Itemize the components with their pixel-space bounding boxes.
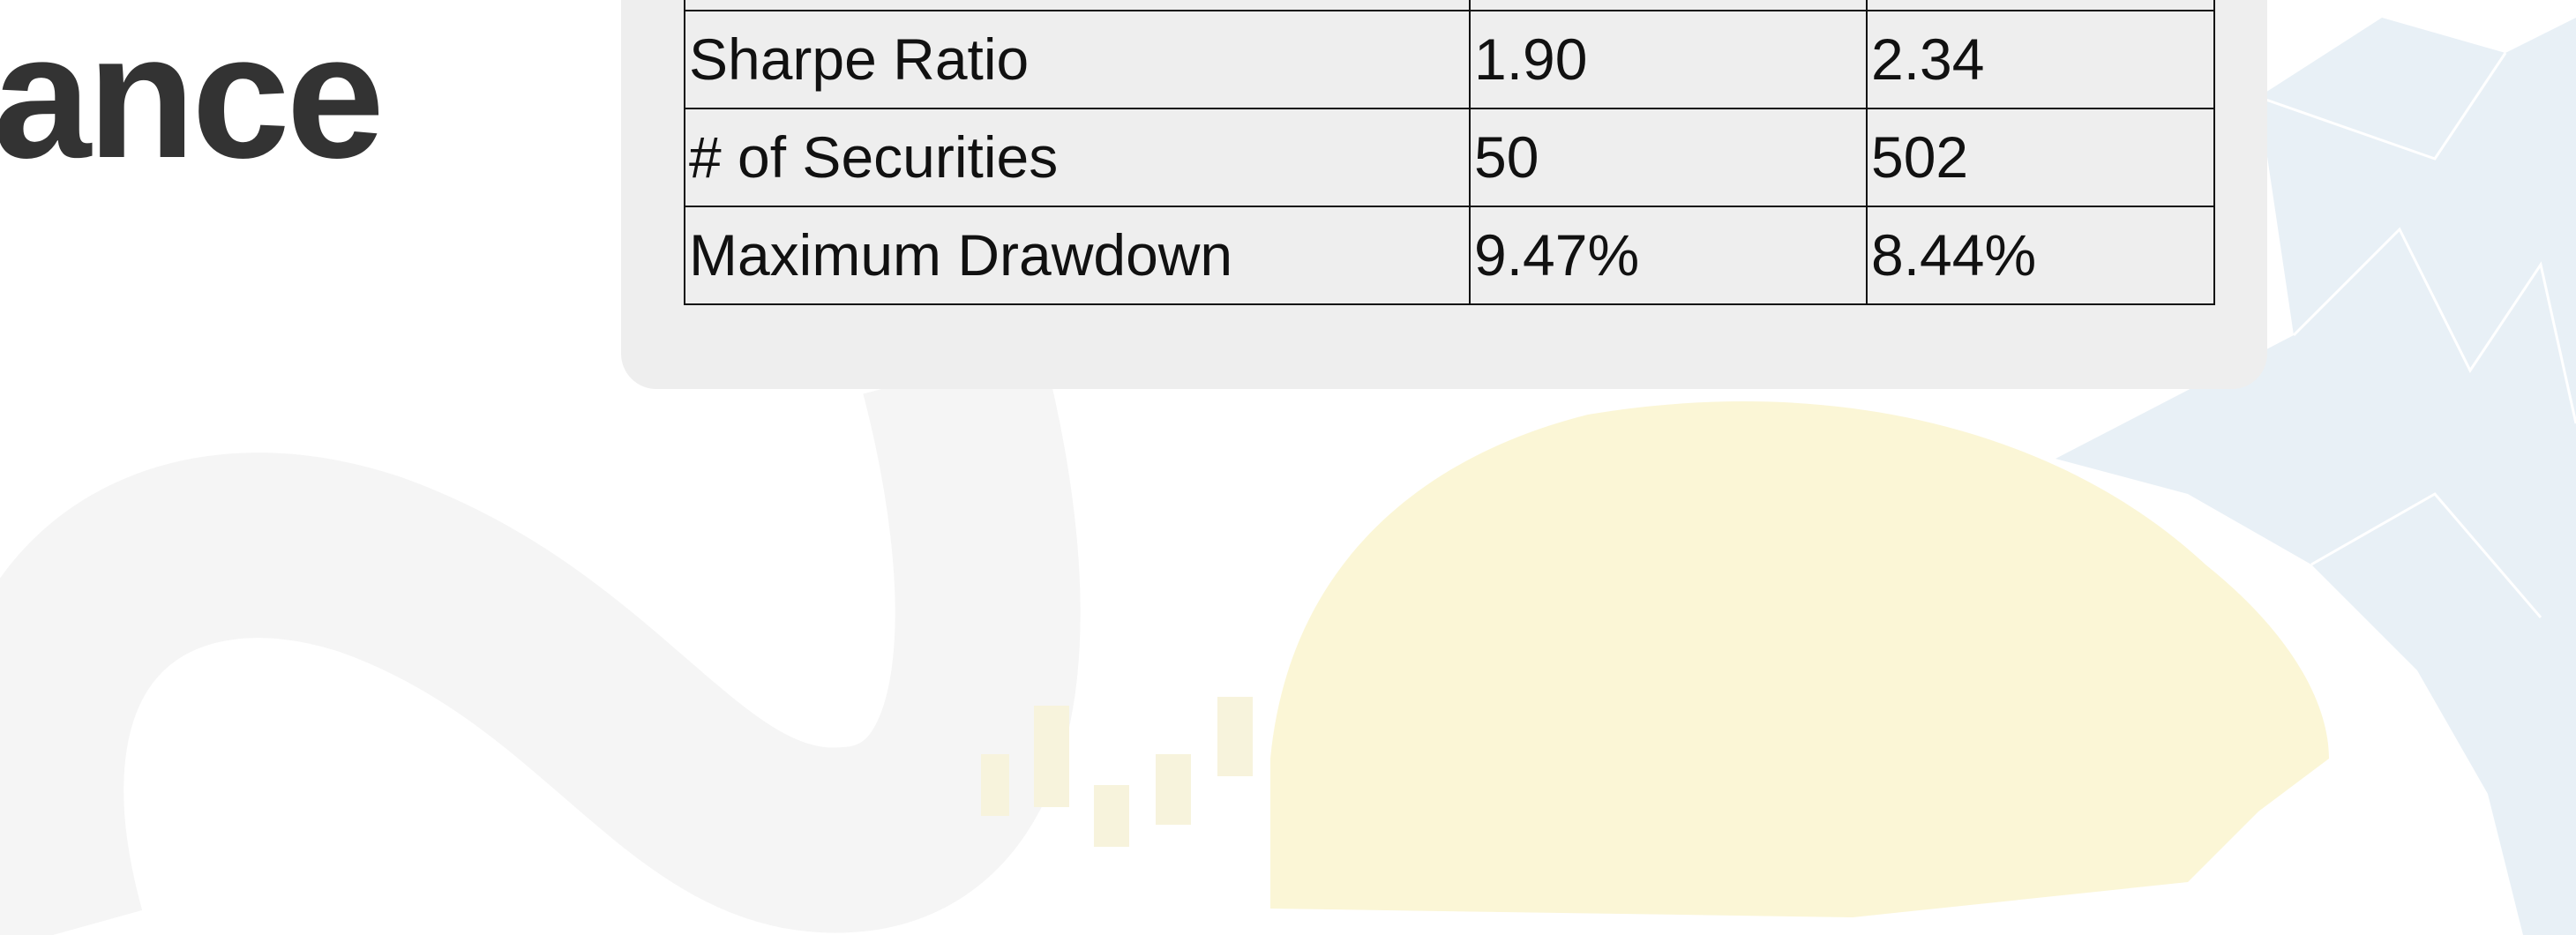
slide: {"title_fragment": "ance", "table": {"ro… — [0, 0, 2576, 935]
metric-value: 1.90 — [1470, 11, 1867, 108]
metric-value: 2.34 — [1867, 11, 2214, 108]
cell — [1470, 0, 1867, 11]
metric-value: 502 — [1867, 108, 2214, 206]
metric-value: 9.47% — [1470, 206, 1867, 304]
metric-name: Sharpe Ratio — [685, 11, 1470, 108]
title: ance — [0, 9, 381, 185]
metric-name: # of Securities — [685, 108, 1470, 206]
metric-value: 8.44% — [1867, 206, 2214, 304]
cell — [685, 0, 1470, 11]
metric-name: Maximum Drawdown — [685, 206, 1470, 304]
header-row — [685, 0, 2214, 11]
cell — [1867, 0, 2214, 11]
swirl — [31, 370, 987, 935]
metric-value: 50 — [1470, 108, 1867, 206]
